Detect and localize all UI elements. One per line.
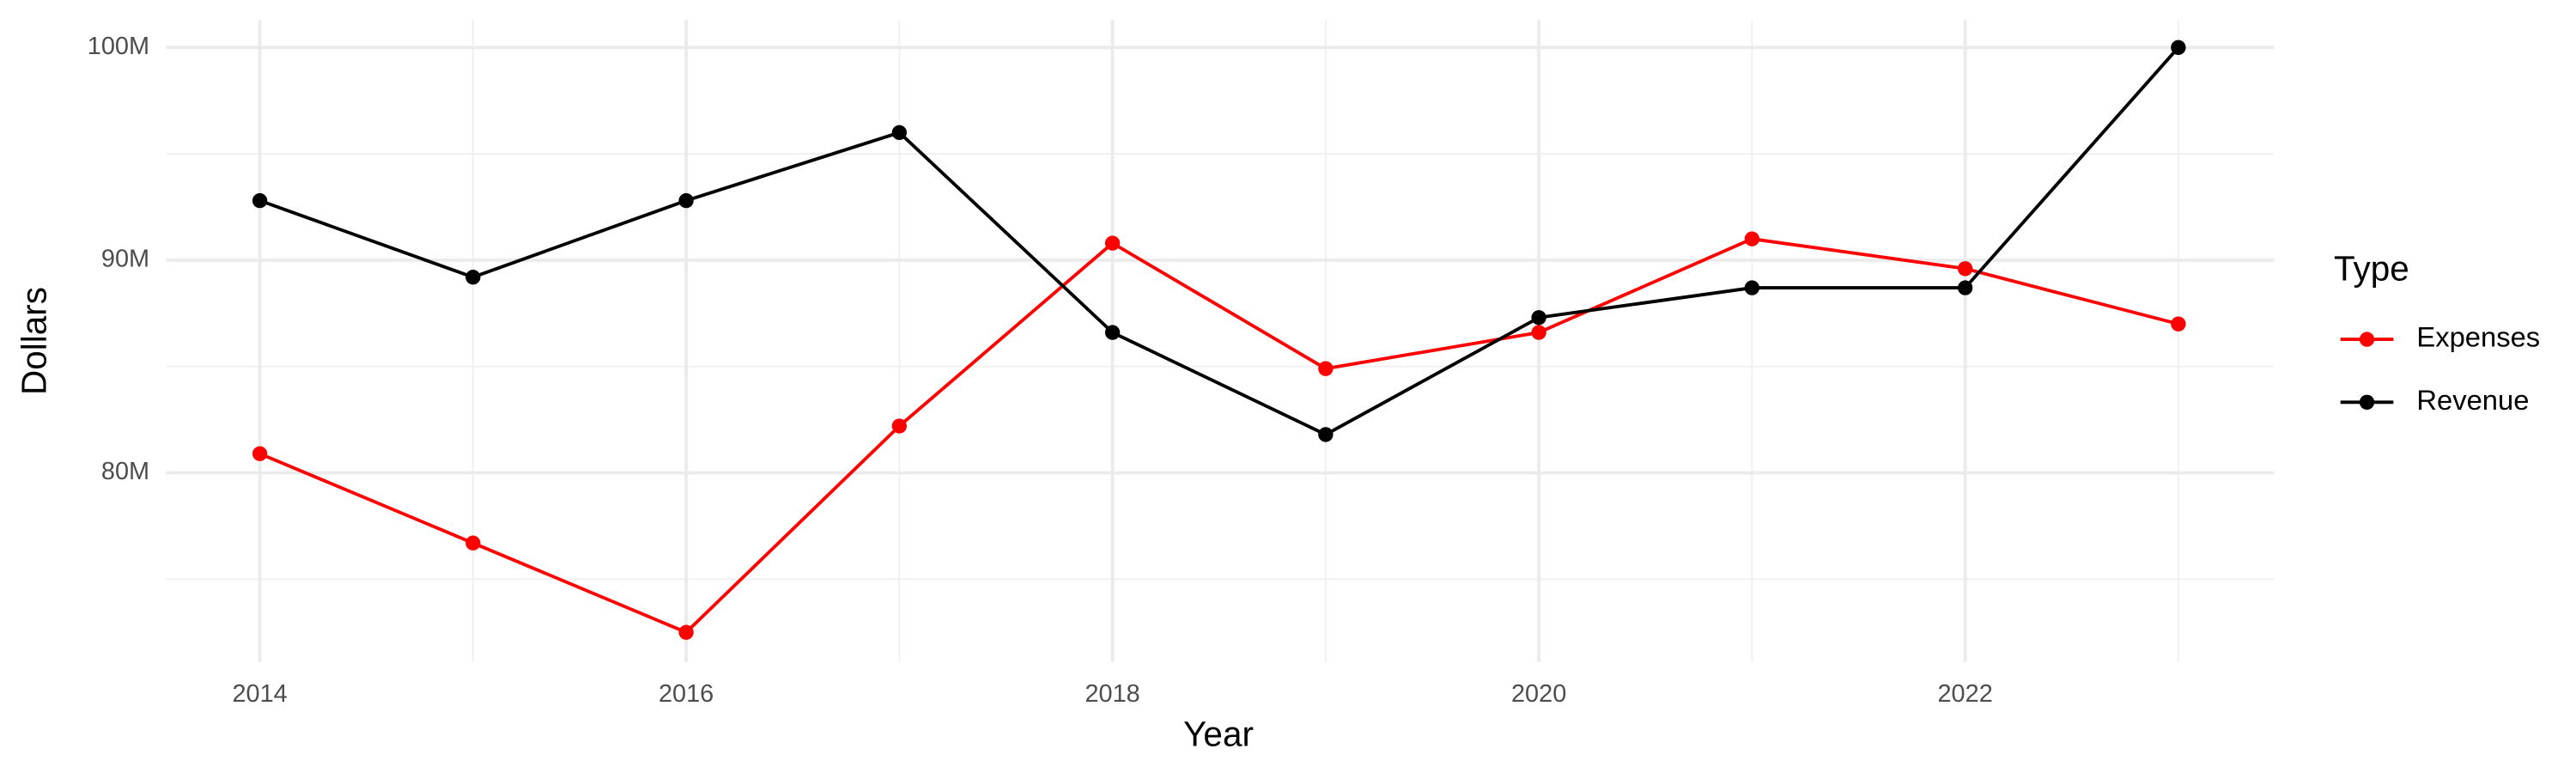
data-point xyxy=(465,535,481,551)
data-point xyxy=(1957,280,1973,295)
legend-label: Revenue xyxy=(2416,384,2529,416)
data-point xyxy=(1744,231,1760,247)
data-point xyxy=(1318,427,1334,442)
data-point xyxy=(1957,261,1973,277)
x-tick-label: 2018 xyxy=(1084,680,1139,708)
data-point xyxy=(1104,325,1121,340)
data-point xyxy=(2171,40,2186,55)
y-tick-label: 90M xyxy=(101,246,149,273)
data-point xyxy=(1104,235,1121,251)
x-tick-label: 2016 xyxy=(659,680,714,708)
data-point xyxy=(252,192,268,209)
grid xyxy=(166,20,2275,662)
legend-label: Expenses xyxy=(2416,321,2540,353)
data-point xyxy=(1531,310,1546,326)
series-line xyxy=(258,46,2180,437)
x-tick-label: 2014 xyxy=(232,680,287,708)
series-line xyxy=(258,237,2179,635)
data-point xyxy=(1531,325,1546,340)
data-point xyxy=(465,270,481,285)
data-point xyxy=(678,192,694,209)
data-point xyxy=(891,125,908,141)
data-point xyxy=(252,446,268,461)
y-tick-label: 80M xyxy=(101,458,149,485)
data-point xyxy=(2171,316,2186,332)
legend-key-point xyxy=(2359,332,2375,347)
x-tick-label: 2020 xyxy=(1511,680,1566,708)
y-axis-title: Dollars xyxy=(15,287,54,395)
x-tick-label: 2022 xyxy=(1937,680,1992,708)
y-tick-label: 100M xyxy=(88,33,149,60)
legend-title: Type xyxy=(2334,249,2409,289)
data-point xyxy=(1744,280,1760,295)
data-point xyxy=(891,418,908,434)
x-axis-title: Year xyxy=(1183,714,1254,753)
data-point xyxy=(678,624,694,640)
data-point xyxy=(1318,361,1334,376)
legend-key-point xyxy=(2359,394,2375,410)
